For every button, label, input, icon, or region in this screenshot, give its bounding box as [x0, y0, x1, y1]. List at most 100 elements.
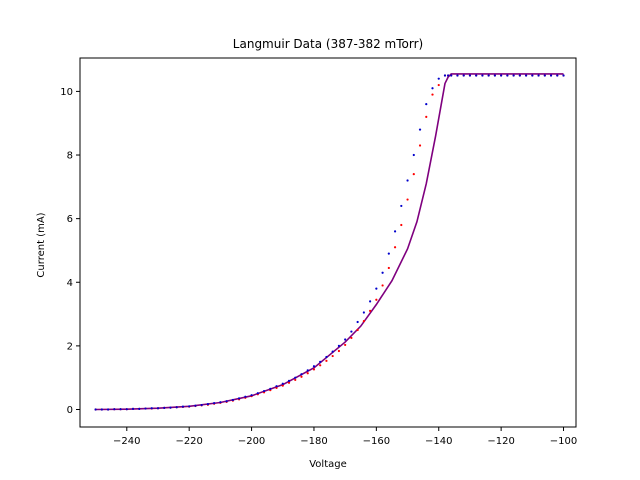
data-series-2 [94, 74, 565, 411]
data-point [443, 74, 447, 77]
data-point [375, 287, 378, 290]
data-point [447, 74, 450, 77]
data-point [350, 336, 353, 340]
plot-area [94, 73, 565, 411]
data-point [331, 354, 334, 358]
data-point [344, 343, 347, 347]
data-point [431, 93, 434, 96]
data-point [381, 271, 384, 274]
data-point [275, 386, 278, 389]
data-point [543, 74, 546, 77]
data-point [125, 408, 128, 411]
data-point [138, 407, 141, 410]
data-point [437, 77, 440, 80]
x-axis: −240 −220 −200 −180 −160 −140 −120 −100 [113, 427, 577, 447]
y-tick-label: 8 [67, 151, 73, 162]
data-point [300, 373, 303, 376]
data-series-1 [94, 74, 565, 411]
fit-line [95, 73, 564, 411]
data-point [406, 198, 409, 201]
data-point [387, 252, 390, 255]
y-tick-label: 4 [67, 278, 73, 289]
data-point [319, 364, 322, 367]
y-axis: 0 2 4 6 8 10 [60, 87, 80, 416]
data-point [369, 300, 372, 303]
y-tick-label: 10 [60, 87, 73, 98]
data-point [418, 144, 422, 147]
data-point [256, 392, 259, 395]
data-point [400, 223, 403, 227]
data-point [325, 355, 328, 359]
data-point [219, 401, 222, 404]
data-point [493, 74, 496, 77]
data-point [425, 115, 428, 118]
data-point [225, 400, 228, 403]
data-point [356, 320, 359, 324]
data-point [119, 408, 122, 411]
data-point [425, 103, 428, 106]
data-point [356, 328, 359, 332]
data-point [331, 350, 334, 353]
plot-frame [79, 57, 577, 428]
data-point [100, 408, 103, 411]
data-point [437, 83, 440, 87]
data-point [294, 376, 297, 379]
data-point [213, 402, 216, 405]
data-point [450, 74, 453, 77]
data-point [287, 379, 291, 382]
data-point [462, 74, 465, 77]
data-point [400, 204, 403, 208]
data-point [312, 368, 316, 371]
data-point [181, 405, 185, 408]
data-point [369, 309, 372, 312]
data-point [344, 338, 347, 341]
data-point [194, 404, 197, 407]
data-point [188, 405, 191, 408]
data-point [156, 407, 160, 410]
x-tick-label: −220 [175, 436, 202, 447]
data-point [269, 387, 272, 390]
data-point [337, 344, 341, 347]
data-point [200, 403, 203, 407]
data-point [537, 74, 540, 77]
data-point [113, 408, 116, 411]
data-point [175, 406, 178, 409]
data-point [169, 406, 172, 409]
x-tick-label: −240 [113, 436, 140, 447]
x-tick-label: −140 [425, 436, 452, 447]
data-point [94, 408, 97, 411]
data-point [393, 230, 397, 233]
data-point [350, 330, 353, 333]
y-tick-label: 0 [67, 405, 73, 416]
data-point [281, 382, 284, 385]
data-point [131, 407, 135, 410]
data-point [312, 365, 316, 368]
x-tick-label: −120 [487, 436, 514, 447]
data-point [275, 385, 278, 388]
x-tick-label: −100 [550, 436, 577, 447]
data-point [531, 74, 534, 77]
data-point [487, 74, 490, 77]
data-point [362, 311, 365, 314]
y-tick-label: 2 [67, 341, 73, 352]
data-point [206, 403, 209, 406]
data-point [306, 372, 309, 375]
data-point [106, 408, 110, 411]
data-point [512, 74, 515, 77]
data-point [362, 319, 365, 323]
data-point [549, 74, 553, 77]
data-point [412, 173, 415, 176]
data-point [375, 298, 378, 301]
data-point [300, 375, 303, 378]
data-point [144, 407, 147, 410]
data-point [500, 74, 503, 77]
y-tick-label: 6 [67, 214, 73, 225]
data-point [556, 74, 559, 77]
data-point [475, 74, 478, 77]
data-point [524, 74, 528, 77]
data-point [387, 266, 390, 270]
data-point [468, 74, 472, 77]
x-tick-label: −180 [300, 436, 327, 447]
data-point [431, 87, 434, 90]
data-point [244, 395, 247, 398]
